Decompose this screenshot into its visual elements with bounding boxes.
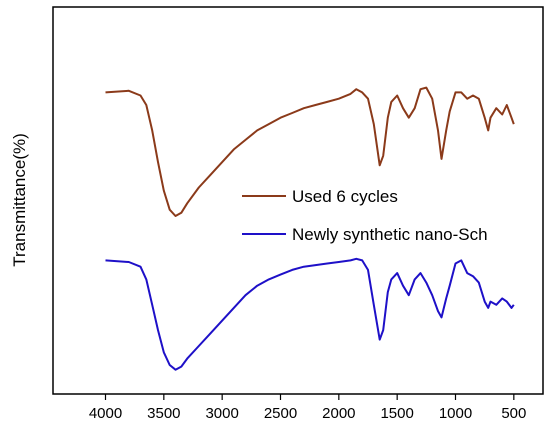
- x-tick-label-1500: 1500: [380, 405, 413, 422]
- x-tick-label-3000: 3000: [205, 405, 238, 422]
- x-tick-label-500: 500: [501, 405, 526, 422]
- series-line-2: [105, 257, 515, 371]
- x-tick-label-3500: 3500: [147, 405, 180, 422]
- x-tick-label-4000: 4000: [89, 405, 122, 422]
- x-tick-label-2500: 2500: [264, 405, 297, 422]
- x-axis-ticks: [104, 394, 515, 400]
- series-line-1: [105, 86, 515, 217]
- x-axis-tick-labels: 4000 3500 3000 2500 2000 1500 1000 500: [89, 405, 527, 422]
- x-tick-label-2000: 2000: [322, 405, 355, 422]
- plot-frame: [52, 6, 544, 395]
- legend-label-1: Used 6 cycles: [292, 187, 398, 206]
- x-tick-label-1000: 1000: [439, 405, 472, 422]
- y-axis-title: Transmittance(%): [10, 133, 29, 267]
- legend: Used 6 cycles Newly synthetic nano-Sch: [242, 187, 488, 244]
- legend-label-2: Newly synthetic nano-Sch: [292, 225, 488, 244]
- series-layer: [105, 86, 515, 371]
